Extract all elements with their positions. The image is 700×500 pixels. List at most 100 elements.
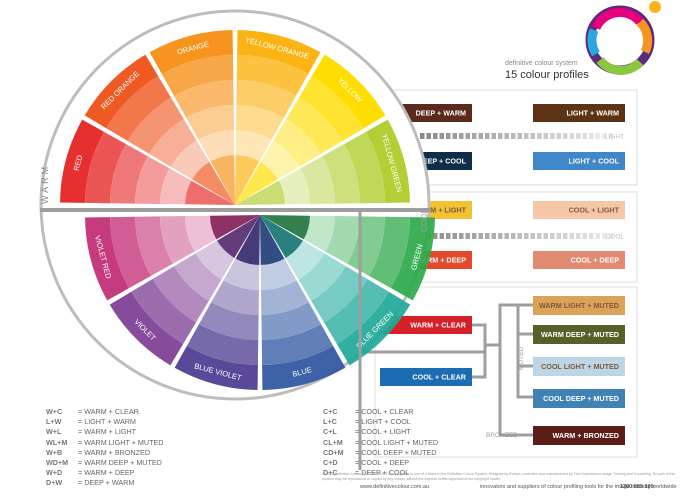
profile-label: WARM + DEEP [415, 256, 466, 265]
gradient-step [459, 133, 464, 139]
gradient-step [602, 133, 607, 139]
gradient-step [582, 133, 587, 139]
legend-text: = COOL + CLEAR [355, 407, 414, 416]
warm-ring-segment [273, 119, 321, 167]
legend-code: W+B [46, 447, 63, 457]
profile-label: WARM + CLEAR [410, 321, 467, 330]
cool-ring-segment [324, 279, 389, 344]
profile-swatch [533, 325, 625, 344]
light-warm-label: LIGHT + WARM [533, 104, 625, 122]
legend-code: CL+M [323, 437, 343, 447]
legend-code: W+D [46, 468, 63, 478]
cool-ring-segment [160, 216, 195, 264]
cool-ring-segment [135, 216, 173, 276]
warm-axis-label: WARM [40, 164, 50, 204]
cool-ring-segment [325, 216, 360, 264]
gradient-step [439, 233, 444, 239]
gradient-step [472, 233, 477, 239]
warm-ring-segment [299, 76, 364, 141]
gradient-step [433, 133, 438, 139]
bronzed-label: BRONZED [486, 432, 518, 439]
gradient-step [433, 233, 438, 239]
gradient-step [569, 233, 574, 239]
legend-text: = COOL LIGHT + MUTED [355, 437, 439, 447]
cool-ring-segment [199, 302, 259, 340]
gradient-step [459, 233, 464, 239]
warm-ring-segment [260, 140, 300, 180]
cool-ring-segment [261, 302, 321, 340]
warm-ring-segment [149, 30, 233, 75]
warm-ring-segment [110, 144, 148, 204]
legend-text: = LIGHT + COOL [355, 417, 411, 427]
cool-clear-label: COOL + CLEAR [380, 368, 472, 386]
legend-row: C+D = COOL + DEEP [323, 458, 438, 468]
cool-ring-segment [303, 215, 335, 252]
warm-ring-segment [344, 131, 385, 204]
connector [472, 303, 518, 347]
cool-inner-segment [235, 215, 260, 265]
legend-code: C+C [323, 407, 338, 416]
gradient-step [452, 233, 457, 239]
cool-ring-segment [261, 324, 334, 365]
gradient-step [595, 133, 600, 139]
profile-label: LIGHT + COOL [568, 157, 619, 166]
warm-ring-segment [236, 80, 296, 118]
cool-inner-segment [260, 215, 285, 265]
gradient-step [608, 133, 613, 139]
gradient-step [504, 133, 509, 139]
legend-cool-list: C+C = COOL + CLEAR L+C = LIGHT + COOL C+L = C… [323, 407, 438, 478]
legend-text: = WARM + DEEP [78, 468, 135, 478]
warm-inner-segment [210, 155, 235, 205]
gradient-step [530, 233, 535, 239]
profile-label: LIGHT + WARM [566, 109, 619, 118]
logo-core [608, 28, 636, 56]
gradient-step [524, 233, 529, 239]
warm-ring-segment [170, 140, 210, 180]
profile-label: WARM LIGHT + MUTED [539, 301, 619, 310]
legend-text: = COOL + LIGHT [355, 427, 411, 437]
cool-ring-segment [186, 324, 259, 365]
gradient-step [576, 233, 581, 239]
gradient-step [582, 233, 587, 239]
warm-ring-segment [311, 54, 386, 129]
cool-deep-label: COOL + DEEP [533, 251, 625, 269]
gradient-step [589, 233, 594, 239]
gradient-step [537, 233, 542, 239]
gradient-step [537, 133, 542, 139]
cool-ring-segment [185, 215, 217, 252]
warm-ring-segment [127, 97, 184, 154]
gradient-step [465, 233, 470, 239]
cool-light-label: COOL + LIGHT [533, 201, 625, 219]
warm-ring-segment [236, 105, 284, 140]
logo-arc-orange [636, 18, 653, 54]
profile-label: COOL + CLEAR [412, 373, 466, 382]
cool-ring-segment [336, 291, 411, 366]
gradient-step [608, 233, 613, 239]
logo-arc-magenta [591, 7, 644, 31]
gradient-step [485, 133, 490, 139]
cool-ring-segment [85, 217, 130, 301]
warm-segment-label: RED [72, 154, 85, 172]
profile-label: DEEP + COOL [418, 157, 467, 166]
cool-ring-segment [131, 279, 196, 344]
legend-row: L+W = LIGHT + WARM [46, 417, 163, 427]
deep-warm-label: DEEP + WARM [390, 104, 472, 122]
cool-ring-segment [262, 345, 346, 390]
cool-ring-segment [311, 266, 368, 323]
logo-arc-green [596, 57, 644, 75]
warm-ring-segment [365, 119, 410, 203]
legend-text: = WARM + LIGHT [78, 427, 137, 437]
cool-ring-segment [390, 217, 435, 301]
warm-inner-segment [235, 162, 278, 205]
legend-code: C+L [323, 427, 337, 437]
connector [472, 345, 487, 379]
brand-logo [585, 1, 661, 75]
gradient-step [491, 133, 496, 139]
legend-code: WL+M [46, 437, 68, 447]
legend-code: CD+M [323, 447, 344, 457]
legend-row: C+C = COOL + CLEAR [323, 407, 438, 417]
footer-tagline: innovators and suppliers of colour profi… [480, 484, 677, 490]
cool-ring-segment [223, 258, 260, 290]
legend-row: CL+M = COOL LIGHT + MUTED [323, 438, 438, 448]
profile-swatch [533, 104, 625, 122]
